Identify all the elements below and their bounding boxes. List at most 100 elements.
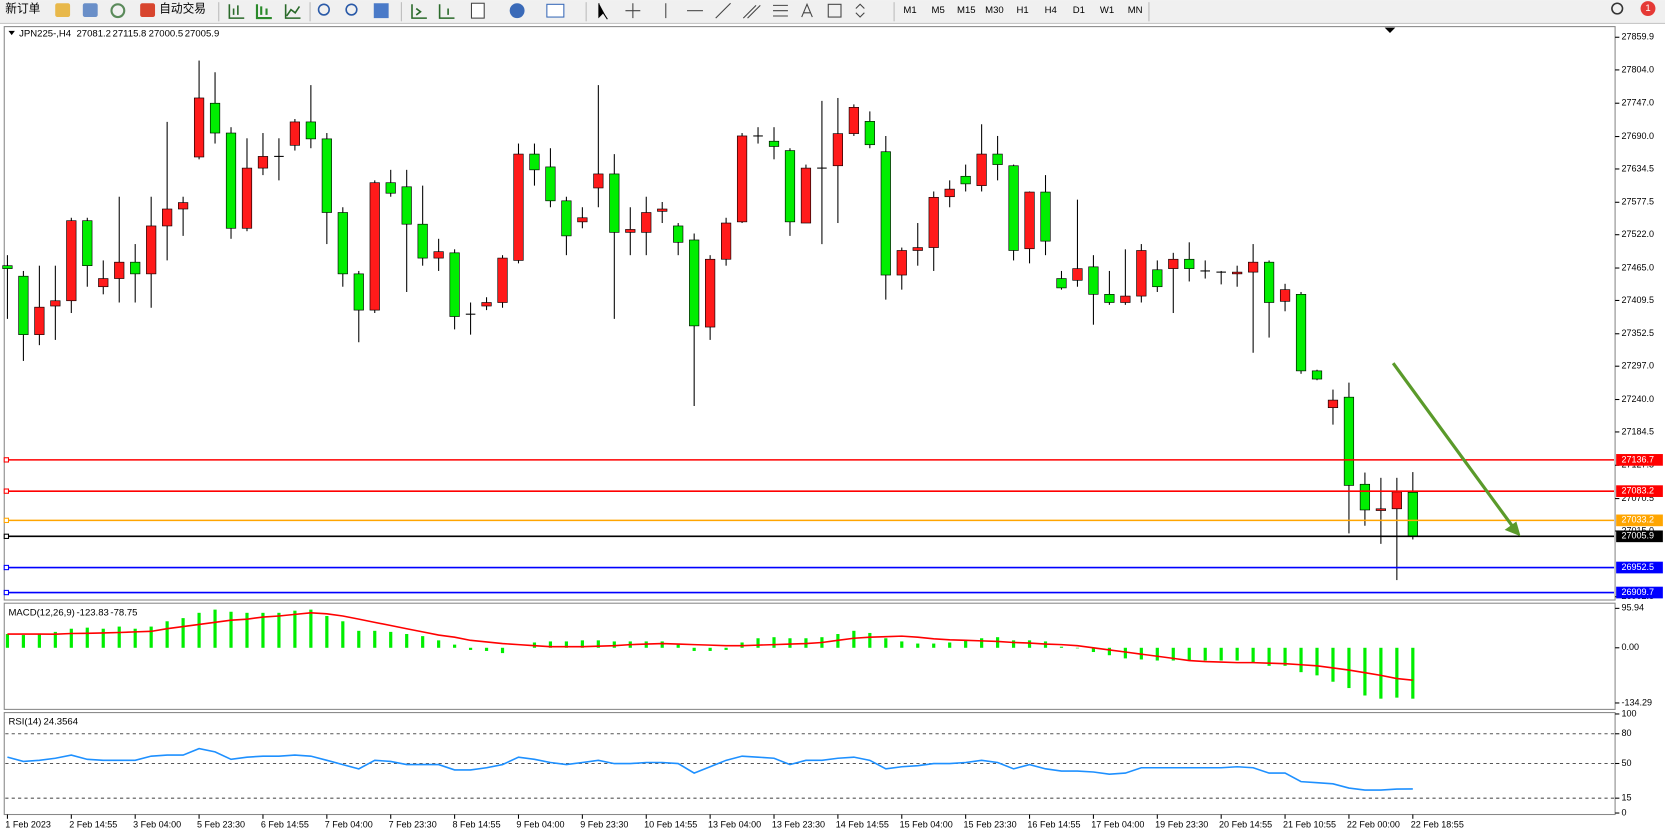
candle-body [832, 133, 843, 167]
periods-icon[interactable] [509, 3, 525, 19]
level-label-bg [1616, 485, 1663, 497]
candle-body [577, 217, 588, 223]
bar-chart-icon[interactable] [228, 4, 245, 19]
zoom-in-icon[interactable] [317, 3, 330, 16]
fibo-icon[interactable] [773, 4, 788, 17]
tile-icon[interactable] [373, 3, 389, 19]
shift-icon[interactable] [411, 4, 427, 19]
y-tick-label: 27690.0 [1621, 131, 1654, 141]
macd-bar [229, 611, 233, 648]
candle-body [1248, 261, 1259, 273]
search-icon[interactable] [1611, 2, 1624, 15]
x-tick-label: 9 Feb 23:30 [580, 820, 628, 830]
x-tick-label: 3 Feb 04:00 [133, 820, 181, 830]
macd-bar [101, 628, 105, 648]
candle-body [417, 223, 428, 259]
channel-icon[interactable] [742, 4, 761, 19]
text-icon[interactable] [801, 2, 813, 18]
templates-icon[interactable] [546, 3, 565, 18]
candle-body [146, 225, 157, 275]
candle-body [130, 261, 141, 275]
auto-trading-icon[interactable] [140, 3, 156, 18]
macd-signal-value: -78.75 [110, 607, 137, 618]
candle-body [689, 239, 700, 327]
macd-bar [868, 632, 872, 648]
rsi-value: 24.3564 [44, 717, 79, 728]
macd-bar [708, 647, 712, 651]
level-label-bg [1616, 586, 1663, 599]
crosshair-icon[interactable] [625, 3, 641, 19]
timeframe-button[interactable]: M1 [903, 5, 916, 16]
timeframe-button[interactable]: MN [1128, 5, 1143, 16]
shift-marker[interactable] [1384, 27, 1396, 33]
timeframe-button[interactable]: M5 [932, 5, 945, 16]
timeframe-button[interactable]: M15 [957, 5, 976, 16]
y-tick-label: 27297.0 [1621, 361, 1654, 371]
candle-body [225, 132, 237, 229]
macd-bar [756, 638, 760, 648]
timeframe-button[interactable]: M30 [985, 5, 1004, 16]
candle-body [992, 153, 1003, 165]
candle-body [625, 229, 636, 233]
macd-bar [1011, 640, 1016, 648]
macd-bar [788, 638, 792, 648]
new-order-button[interactable]: 新订单 [5, 2, 40, 16]
macd-bar [1107, 647, 1111, 656]
candle-body [209, 102, 221, 134]
auto-trading-button[interactable]: 自动交易 [159, 2, 206, 16]
notification-badge[interactable] [1640, 1, 1656, 16]
candle-body [98, 278, 109, 288]
line-icon[interactable] [284, 4, 301, 19]
x-tick-label: 15 Feb 23:30 [964, 820, 1017, 830]
trendline-icon[interactable] [715, 2, 731, 19]
level-handle [3, 457, 10, 463]
macd-bar [405, 634, 409, 648]
arrows-icon[interactable] [855, 3, 865, 18]
level-label: 27033.2 [1621, 515, 1654, 525]
menu-triangle[interactable] [8, 30, 15, 36]
macd-bar [133, 628, 137, 648]
ohlc-open: 27081.2 [76, 29, 111, 40]
macd-bar [484, 647, 489, 651]
macd-bar [117, 626, 121, 648]
level-label-bg [1616, 530, 1663, 543]
indicators-icon[interactable] [470, 2, 485, 19]
rsi-title: RSI(14) [8, 717, 41, 728]
icon[interactable] [82, 3, 98, 18]
candle-body [848, 106, 859, 134]
x-tick-label: 7 Feb 04:00 [325, 820, 373, 830]
x-tick-label: 13 Feb 23:30 [772, 820, 825, 830]
icon[interactable] [110, 3, 126, 19]
timeframe-button[interactable]: H1 [1016, 5, 1028, 16]
y-tick-label: 27240.0 [1621, 394, 1654, 404]
candle-body [449, 252, 460, 317]
autoscroll-icon[interactable] [438, 4, 455, 19]
macd-bar [948, 642, 952, 648]
y-tick-label: 27577.5 [1621, 197, 1654, 207]
icon[interactable] [55, 3, 71, 18]
timeframe-button[interactable]: D1 [1073, 5, 1085, 16]
candle-icon[interactable] [255, 4, 272, 20]
candle-body [1184, 258, 1195, 269]
cursor-icon[interactable] [598, 3, 608, 20]
candle-body [1263, 261, 1275, 303]
candle-body [82, 220, 93, 267]
candle-body [928, 196, 939, 248]
macd-bar [596, 640, 600, 648]
candle-body [1375, 508, 1386, 511]
zoom-out-icon[interactable] [345, 3, 358, 16]
plot: 27859.9 27804.0 27747.0 27690.0 27634.5 27577… [2, 32, 1663, 830]
macd-pane [3, 602, 1616, 710]
macd-bar [1059, 646, 1064, 648]
timeframe-button[interactable]: W1 [1100, 5, 1114, 16]
y-tick-label: 80 [1621, 728, 1631, 738]
timeframe-button[interactable]: H4 [1045, 5, 1058, 16]
candle-body [1295, 294, 1307, 372]
label-icon[interactable] [827, 3, 842, 18]
macd-bar [389, 631, 393, 648]
rsi-line [7, 747, 1413, 791]
main-pane [3, 26, 1616, 601]
toolbar: 新订单 自动交易 M1 M5 M15 M30 H1 H4 D1 W1 MN [0, 0, 1665, 24]
